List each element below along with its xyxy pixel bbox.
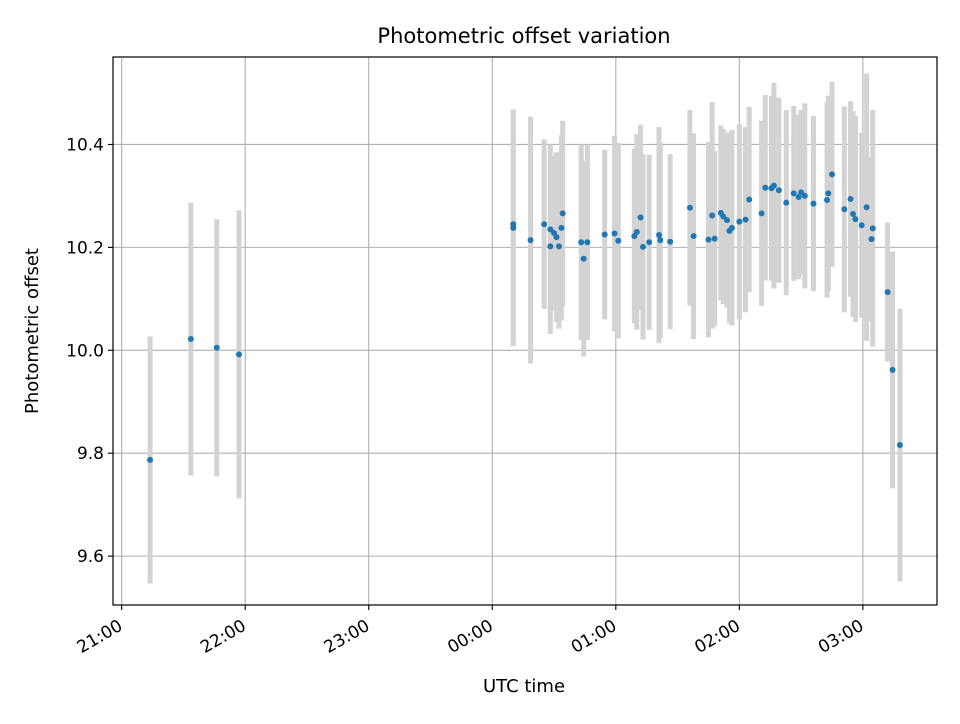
data-points <box>147 171 903 463</box>
data-point <box>790 190 797 197</box>
data-point <box>742 216 749 223</box>
data-point <box>637 214 644 221</box>
data-point <box>841 206 848 213</box>
data-point <box>709 212 716 219</box>
data-point <box>810 200 817 207</box>
data-point <box>869 225 876 232</box>
data-point <box>720 213 727 220</box>
data-point <box>884 289 891 296</box>
data-point <box>889 366 896 373</box>
data-point <box>236 351 243 358</box>
data-point <box>705 236 712 243</box>
y-tick-label: 10.4 <box>66 135 104 155</box>
data-point <box>667 238 674 245</box>
data-point <box>547 243 554 250</box>
data-point <box>657 237 664 244</box>
data-point <box>762 184 769 191</box>
data-point <box>555 243 562 250</box>
data-point <box>527 237 534 244</box>
data-point <box>746 196 753 203</box>
data-point <box>580 255 587 262</box>
x-axis-label: UTC time <box>483 676 565 697</box>
data-point <box>828 171 835 178</box>
data-point <box>639 243 646 250</box>
data-point <box>553 234 560 241</box>
data-point <box>728 224 735 231</box>
data-point <box>547 226 554 233</box>
y-axis-ticks: 9.6 9.8 10.0 10.2 10.4 <box>66 135 113 567</box>
plot-frame <box>112 56 938 606</box>
data-point <box>646 239 653 246</box>
data-point <box>213 344 220 351</box>
y-tick-label: 10.2 <box>66 238 104 258</box>
data-point <box>723 217 730 224</box>
data-point <box>147 456 154 463</box>
data-point <box>825 190 832 197</box>
data-point <box>633 228 640 235</box>
data-point <box>686 204 693 211</box>
data-point <box>736 218 743 225</box>
data-point <box>795 193 802 200</box>
data-point <box>656 232 663 239</box>
data-point <box>863 204 870 211</box>
data-point <box>783 199 790 206</box>
data-point <box>510 221 517 228</box>
data-point <box>858 222 865 229</box>
data-point <box>824 197 831 204</box>
data-point <box>541 221 548 228</box>
data-point <box>868 236 875 243</box>
data-point <box>601 231 608 238</box>
y-axis-label: Photometric offset <box>22 248 43 414</box>
data-point <box>615 237 622 244</box>
data-point <box>690 233 697 240</box>
chart-title: Photometric offset variation <box>377 24 670 48</box>
y-tick-label: 10.0 <box>66 341 104 361</box>
data-point <box>798 189 805 196</box>
data-point <box>611 230 618 237</box>
data-point <box>801 192 808 199</box>
data-point <box>852 216 859 223</box>
data-point <box>578 239 585 246</box>
data-point <box>558 224 565 231</box>
data-point <box>775 187 782 194</box>
data-point <box>758 210 765 217</box>
data-point <box>849 210 856 217</box>
data-point <box>711 235 718 242</box>
data-point <box>584 239 591 246</box>
data-point <box>187 335 194 342</box>
data-point <box>559 210 566 217</box>
y-tick-label: 9.6 <box>77 547 104 567</box>
data-point <box>847 196 854 203</box>
data-point <box>770 182 777 189</box>
y-tick-label: 9.8 <box>77 444 104 464</box>
data-point <box>896 441 903 448</box>
